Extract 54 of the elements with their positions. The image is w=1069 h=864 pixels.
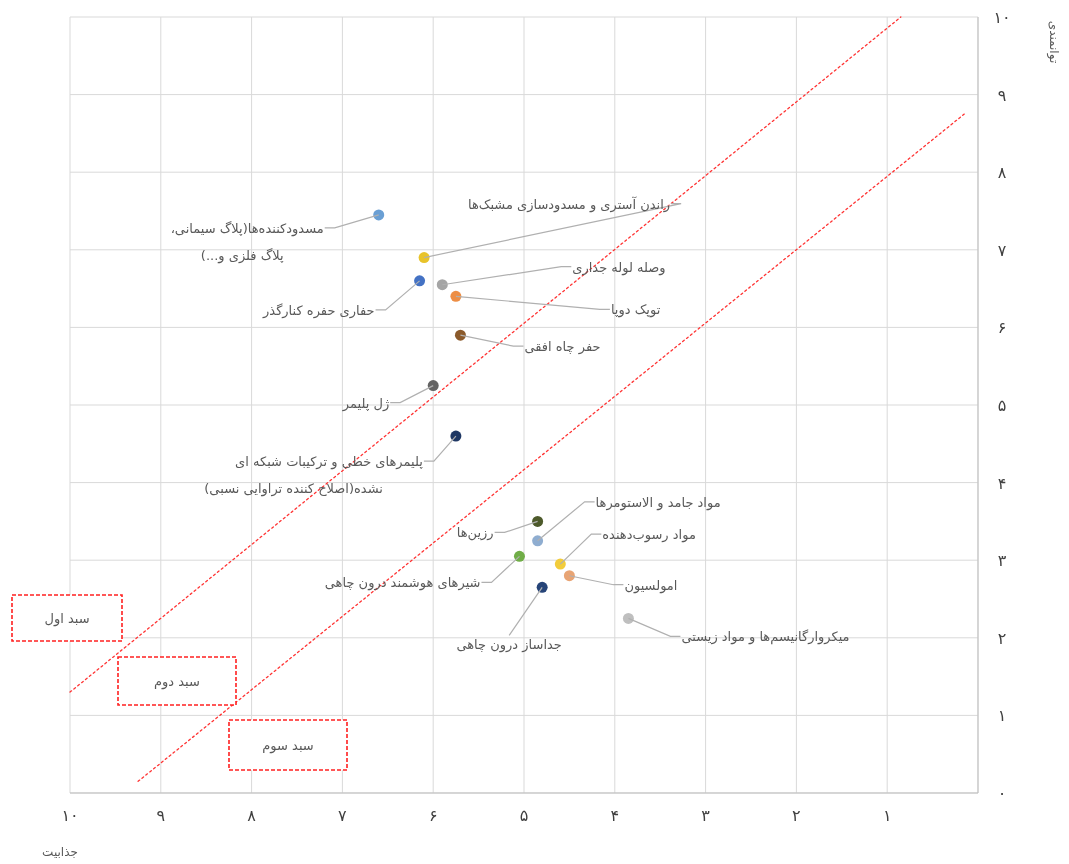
x-tick-label: ۶	[428, 806, 438, 825]
point	[563, 570, 575, 582]
annotation: حفر چاه افقی	[524, 339, 601, 356]
x-tick-label: ۱	[882, 806, 892, 825]
x-tick-label: ۳	[701, 806, 711, 825]
y-tick-label: ۱	[997, 706, 1007, 726]
annotation: سبد اول	[44, 611, 90, 627]
point	[454, 329, 466, 341]
annotation: شیرهای هوشمند درون چاهی	[324, 575, 481, 592]
y-tick-label: ۴	[997, 473, 1007, 493]
point	[450, 290, 462, 302]
point	[427, 380, 439, 392]
point	[436, 279, 448, 291]
y-tick-label: ۶	[997, 318, 1007, 338]
x-tick-label: ۹	[156, 806, 166, 825]
annotation: مسدودکننده‌ها(پلاگ سیمانی، پلاگ فلزی و...)	[170, 219, 324, 264]
annotation: ژل پلیمر	[341, 395, 390, 412]
point	[418, 252, 430, 264]
point	[532, 535, 544, 547]
annotation: مواد جامد و الاستومرها	[595, 494, 721, 511]
annotation: سبد دوم	[154, 674, 200, 690]
y-tick-label: ۷	[997, 240, 1007, 260]
annotation: سبد سوم	[262, 738, 314, 754]
y-tick-label: ۸	[997, 163, 1007, 183]
x-tick-label: ۸	[247, 806, 257, 825]
y-tick-label: ۵	[997, 396, 1007, 415]
annotation: حفاری حفره کنارگذر	[262, 302, 375, 319]
point	[513, 550, 525, 562]
annotation: وصله لوله جداری	[572, 259, 666, 276]
annotation: رزین‌ها	[456, 525, 494, 542]
x-tick-label: ۷	[338, 806, 348, 825]
x-tick-label: ۴	[610, 806, 620, 825]
annotation: راندن آستری و مسدودسازی مشبک‌ها	[467, 195, 671, 213]
annotation: جداساز درون چاهی	[456, 637, 562, 654]
x-tick-label: ۲	[792, 806, 801, 825]
point	[622, 612, 634, 624]
y-tick-label: ۳	[997, 551, 1007, 571]
annotation: میکروارگانیسم‌ها و مواد زیستی	[681, 629, 850, 646]
annotation: پلیمرهای خطی و ترکیبات شبکه ای نشده(اصلاح کننده تراوایی نسبی)	[204, 454, 424, 498]
y-tick-label: ۰	[997, 784, 1007, 803]
y-tick-label: ۲	[997, 628, 1007, 648]
y-axis-title: توانمندی	[1046, 20, 1061, 64]
point	[532, 515, 544, 527]
point	[536, 581, 548, 593]
annotation: توپک دوپا	[610, 302, 661, 319]
annotation: امولسیون	[624, 577, 678, 594]
x-tick-label: ۵	[519, 806, 529, 825]
x-axis-title: جذابیت	[42, 845, 78, 859]
x-tick-label: ۱۰	[61, 806, 79, 825]
annotation: مواد رسوب‌دهنده	[602, 527, 696, 544]
y-tick-label: ۹	[997, 85, 1007, 105]
point	[554, 558, 566, 570]
point	[414, 275, 426, 287]
y-tick-label: ۱۰	[993, 8, 1011, 27]
